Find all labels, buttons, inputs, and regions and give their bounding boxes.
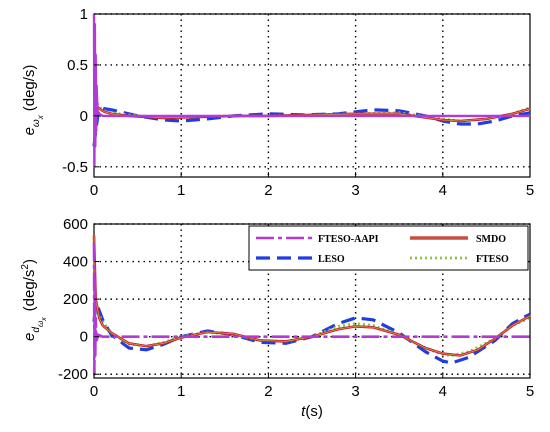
x-tick-label: 0: [90, 182, 98, 199]
y-tick-label: -0.5: [62, 159, 88, 176]
legend-box: [248, 225, 529, 271]
x-tick-label: 2: [264, 182, 272, 199]
top-y-axis-label: eωx (deg/s): [21, 65, 45, 136]
x-tick-label: 1: [177, 182, 185, 199]
y-tick-label: 1: [80, 6, 88, 23]
y-tick-label: 0.5: [67, 57, 88, 74]
x-tick-label: 1: [177, 383, 185, 400]
x-tick-label: 4: [439, 383, 447, 400]
top-plot-frame: [93, 13, 531, 178]
bottom-ylabel-sub: d: [31, 327, 42, 333]
svg-text:eωx(deg/s): eωx (deg/s): [21, 65, 45, 136]
bottom-ylabel-subsubsub: x: [41, 317, 48, 322]
y-tick-label: 0: [80, 108, 88, 125]
top-ticks: 0 1 2 3 4 510.50-0.5: [62, 6, 534, 199]
y-tick-label: 400: [63, 254, 88, 271]
top-series: [92, 13, 531, 169]
bottom-ylabel-main: e: [21, 333, 38, 341]
bottom-ylabel-unit-sup: 2: [20, 264, 31, 270]
series-line-leso: [92, 303, 531, 365]
y-tick-label: 0: [80, 329, 88, 346]
top-ylabel-subsub: x: [36, 114, 45, 120]
top-chart: 0 1 2 3 4 510.50-0.5 eωx(deg/s): [21, 6, 534, 199]
top-ylabel-main: e: [21, 127, 38, 135]
top-ylabel-unit: (deg/s): [21, 65, 38, 112]
series-line-fteso-aapi: [92, 13, 530, 169]
svg-text:edωx(deg/s2): edωx(deg/s2): [20, 259, 48, 341]
x-tick-label: 5: [526, 182, 534, 199]
x-tick-label: 4: [439, 182, 447, 199]
y-tick-label: -200: [58, 366, 88, 383]
bottom-series: [92, 235, 531, 376]
legend-label-fteso-aapi: FTESO-AAPI: [318, 234, 379, 245]
legend-label-smdo: SMDO: [476, 234, 506, 245]
y-tick-label: 200: [63, 291, 88, 308]
series-line-fteso-aapi: [92, 242, 530, 376]
x-tick-label: 5: [526, 383, 534, 400]
series-line-smdo-inner: [93, 235, 531, 356]
legend-label-leso: LESO: [318, 254, 345, 265]
bottom-ylabel-unit-close: ): [21, 259, 38, 264]
x-tick-label: 3: [351, 383, 359, 400]
legend-label-fteso: FTESO: [476, 254, 509, 265]
legend: FTESO-AAPI SMDO LESO FTESO: [248, 225, 529, 271]
x-tick-label: 3: [351, 182, 359, 199]
bottom-ylabel-unit: (deg/s: [21, 270, 38, 312]
bottom-y-axis-label: edωx(deg/s2): [20, 259, 48, 341]
series-line-leso: [92, 106, 531, 147]
bottom-x-axis-label: t(s): [301, 403, 323, 420]
x-tick-label: 2: [264, 383, 272, 400]
x-tick-label: 0: [90, 383, 98, 400]
y-tick-label: 600: [63, 216, 88, 233]
bottom-ylabel-subsub: ω: [36, 321, 45, 327]
bottom-xlabel-main: t: [301, 403, 306, 420]
top-ylabel-sub: ω: [31, 119, 42, 127]
bottom-xlabel-unit: (s): [305, 403, 323, 420]
